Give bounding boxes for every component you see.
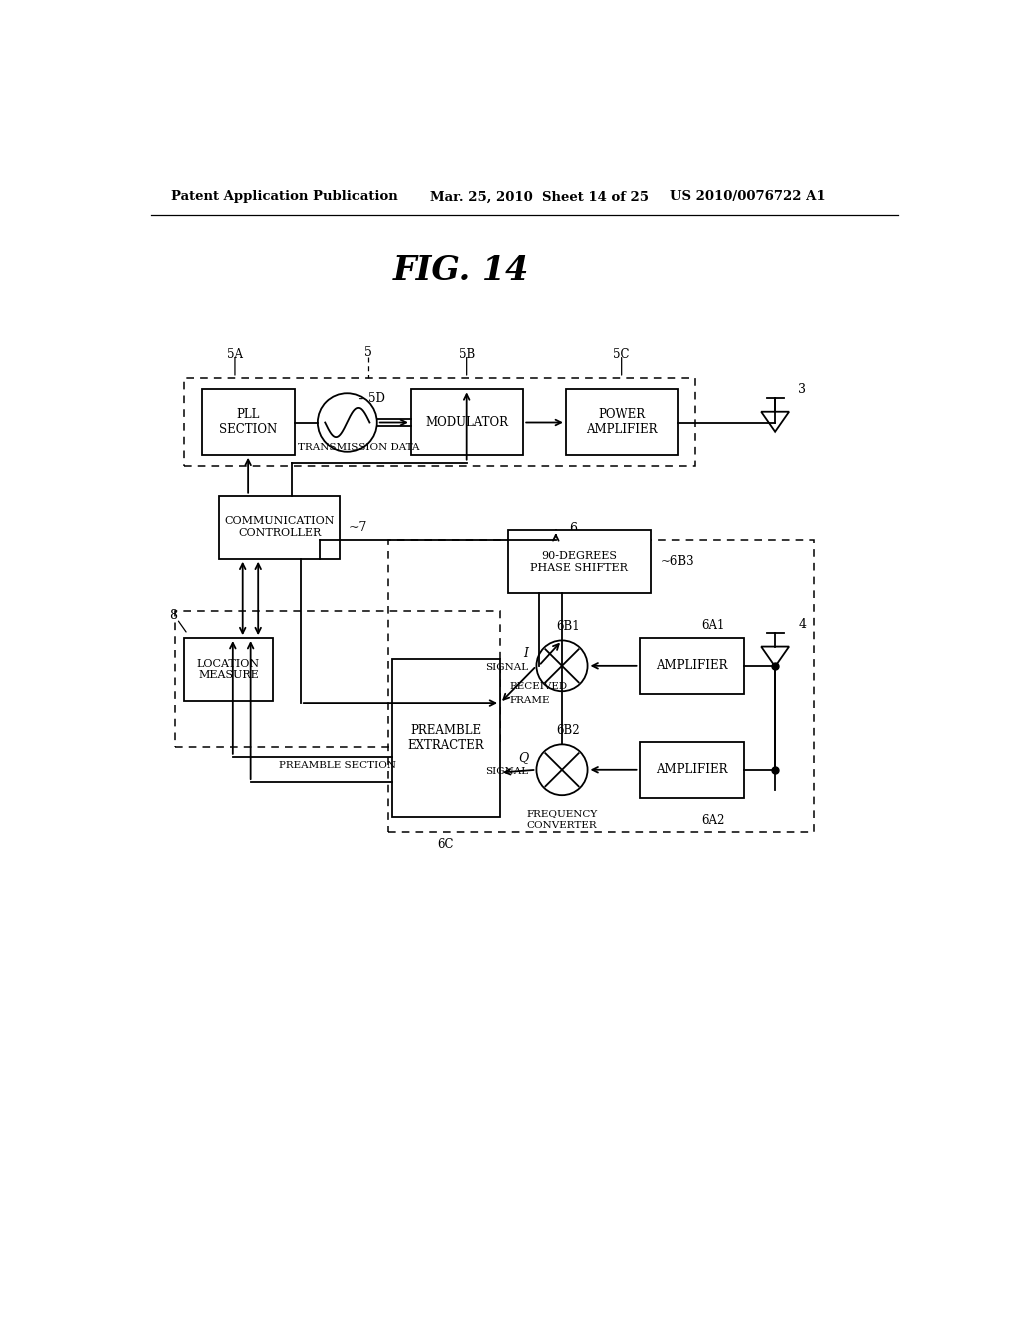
Text: 6C: 6C (437, 838, 454, 851)
Text: SIGNAL: SIGNAL (485, 767, 528, 776)
Text: Mar. 25, 2010  Sheet 14 of 25: Mar. 25, 2010 Sheet 14 of 25 (430, 190, 649, 203)
Text: 5D: 5D (369, 392, 385, 405)
Text: 8: 8 (169, 609, 177, 622)
Text: 4: 4 (799, 618, 806, 631)
Text: 6B2: 6B2 (556, 723, 580, 737)
Bar (219, 496, 340, 558)
Text: 6A1: 6A1 (701, 619, 724, 632)
Bar (640, 638, 744, 693)
Text: ~6B3: ~6B3 (660, 556, 694, 569)
Text: FIG. 14: FIG. 14 (393, 253, 529, 286)
Bar (174, 611, 500, 747)
Text: US 2010/0076722 A1: US 2010/0076722 A1 (671, 190, 826, 203)
Text: 6: 6 (569, 521, 578, 535)
Text: PLL
SECTION: PLL SECTION (219, 408, 278, 436)
Text: POWER
AMPLIFIER: POWER AMPLIFIER (587, 408, 657, 436)
Text: 6A2: 6A2 (701, 814, 724, 828)
Bar (388, 540, 814, 832)
Text: 5C: 5C (613, 348, 630, 362)
Bar (183, 378, 695, 466)
Bar (508, 531, 651, 594)
Text: 3: 3 (799, 383, 806, 396)
Text: TRANSMISSION DATA: TRANSMISSION DATA (299, 442, 420, 451)
Text: PREAMBLE SECTION: PREAMBLE SECTION (279, 762, 395, 771)
Bar (391, 659, 500, 817)
Text: 5: 5 (365, 346, 372, 359)
Bar (566, 389, 678, 455)
Text: MODULATOR: MODULATOR (426, 416, 509, 429)
Bar (640, 742, 744, 797)
Text: 5A: 5A (227, 348, 243, 362)
Text: AMPLIFIER: AMPLIFIER (656, 763, 728, 776)
Text: RECEIVED: RECEIVED (509, 682, 567, 692)
Text: FRAME: FRAME (509, 696, 550, 705)
Text: 6B1: 6B1 (556, 619, 580, 632)
Text: FREQUENCY: FREQUENCY (526, 809, 598, 818)
Text: I: I (523, 647, 528, 660)
Text: LOCATION
MEASURE: LOCATION MEASURE (197, 659, 260, 681)
Text: PREAMBLE
EXTRACTER: PREAMBLE EXTRACTER (408, 723, 484, 752)
Text: ~7: ~7 (349, 520, 368, 533)
Bar (411, 389, 523, 455)
Text: COMMUNICATION
CONTROLLER: COMMUNICATION CONTROLLER (224, 516, 335, 539)
Text: AMPLIFIER: AMPLIFIER (656, 659, 728, 672)
Text: 5B: 5B (459, 348, 475, 362)
Bar (183, 638, 273, 701)
Text: Q: Q (518, 751, 528, 764)
Text: 90-DEGREES
PHASE SHIFTER: 90-DEGREES PHASE SHIFTER (530, 550, 629, 573)
Text: Patent Application Publication: Patent Application Publication (171, 190, 397, 203)
Bar (202, 389, 295, 455)
Text: CONVERTER: CONVERTER (526, 821, 597, 830)
Text: SIGNAL: SIGNAL (485, 663, 528, 672)
